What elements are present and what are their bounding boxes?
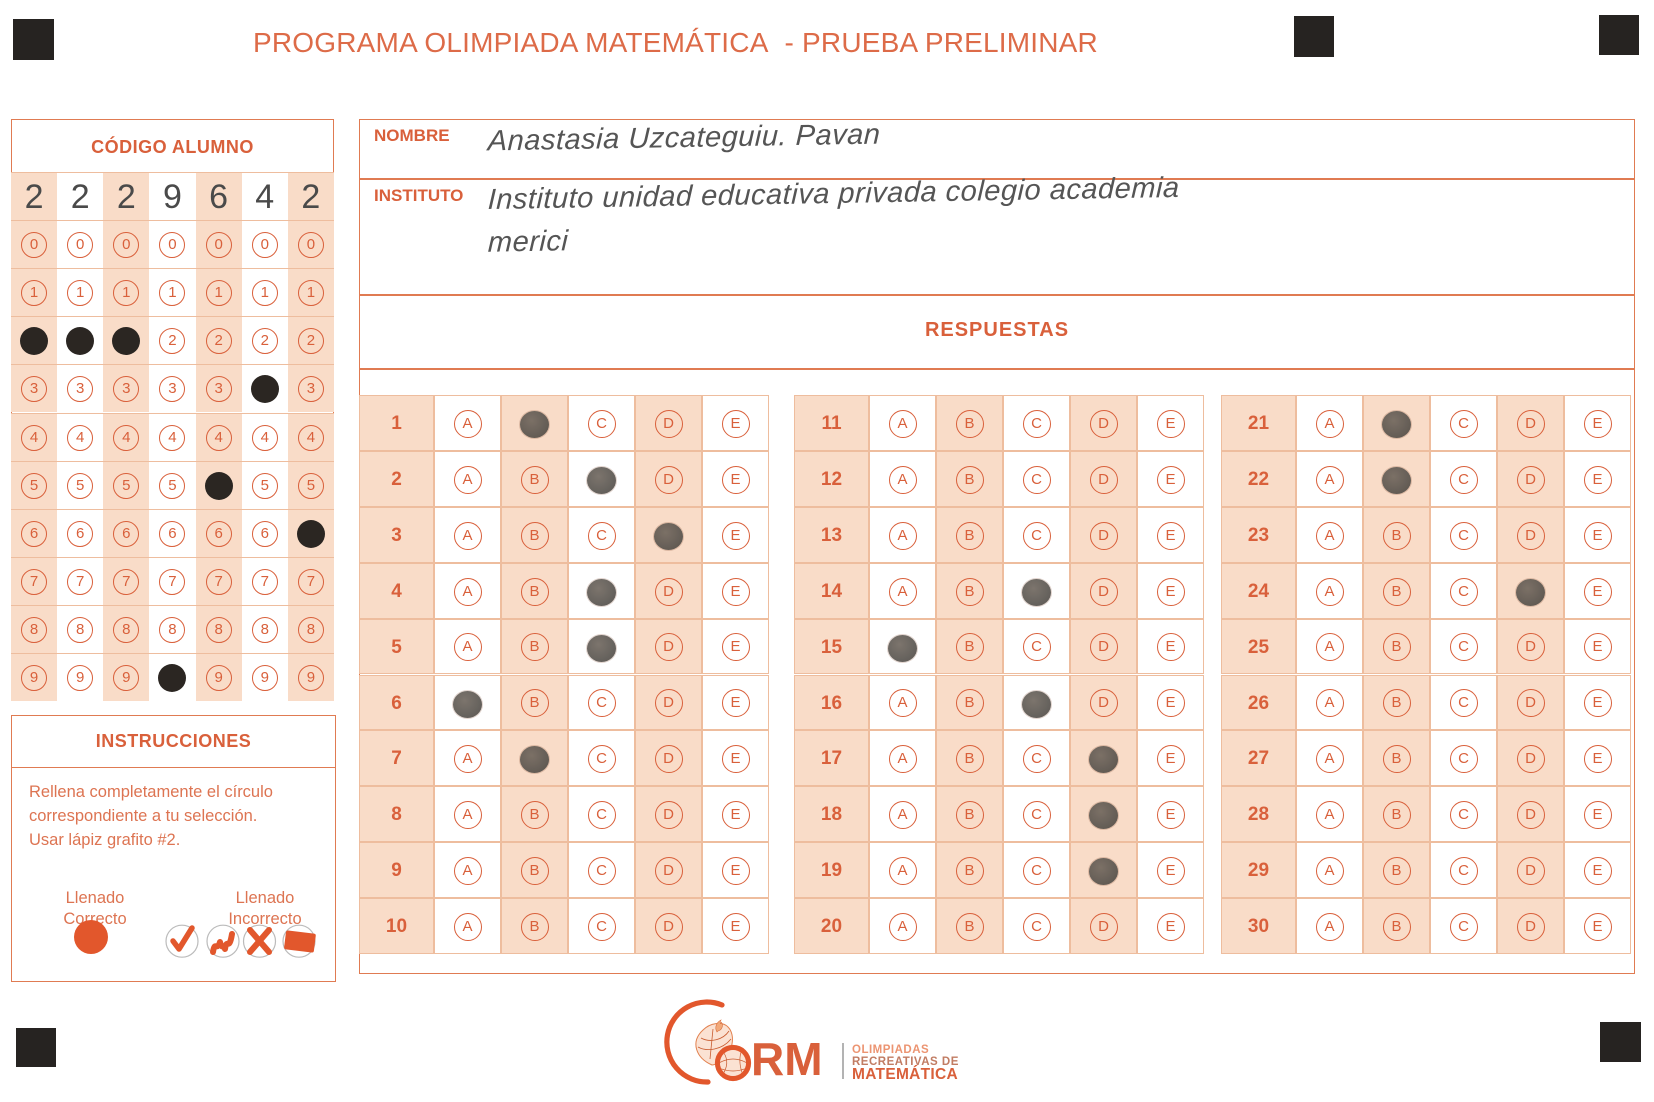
svg-text:OLIMPIADAS: OLIMPIADAS <box>852 1044 929 1056</box>
svg-text:MATEMÁTICA: MATEMÁTICA <box>852 1066 958 1083</box>
svg-text:RM: RM <box>751 1033 823 1085</box>
